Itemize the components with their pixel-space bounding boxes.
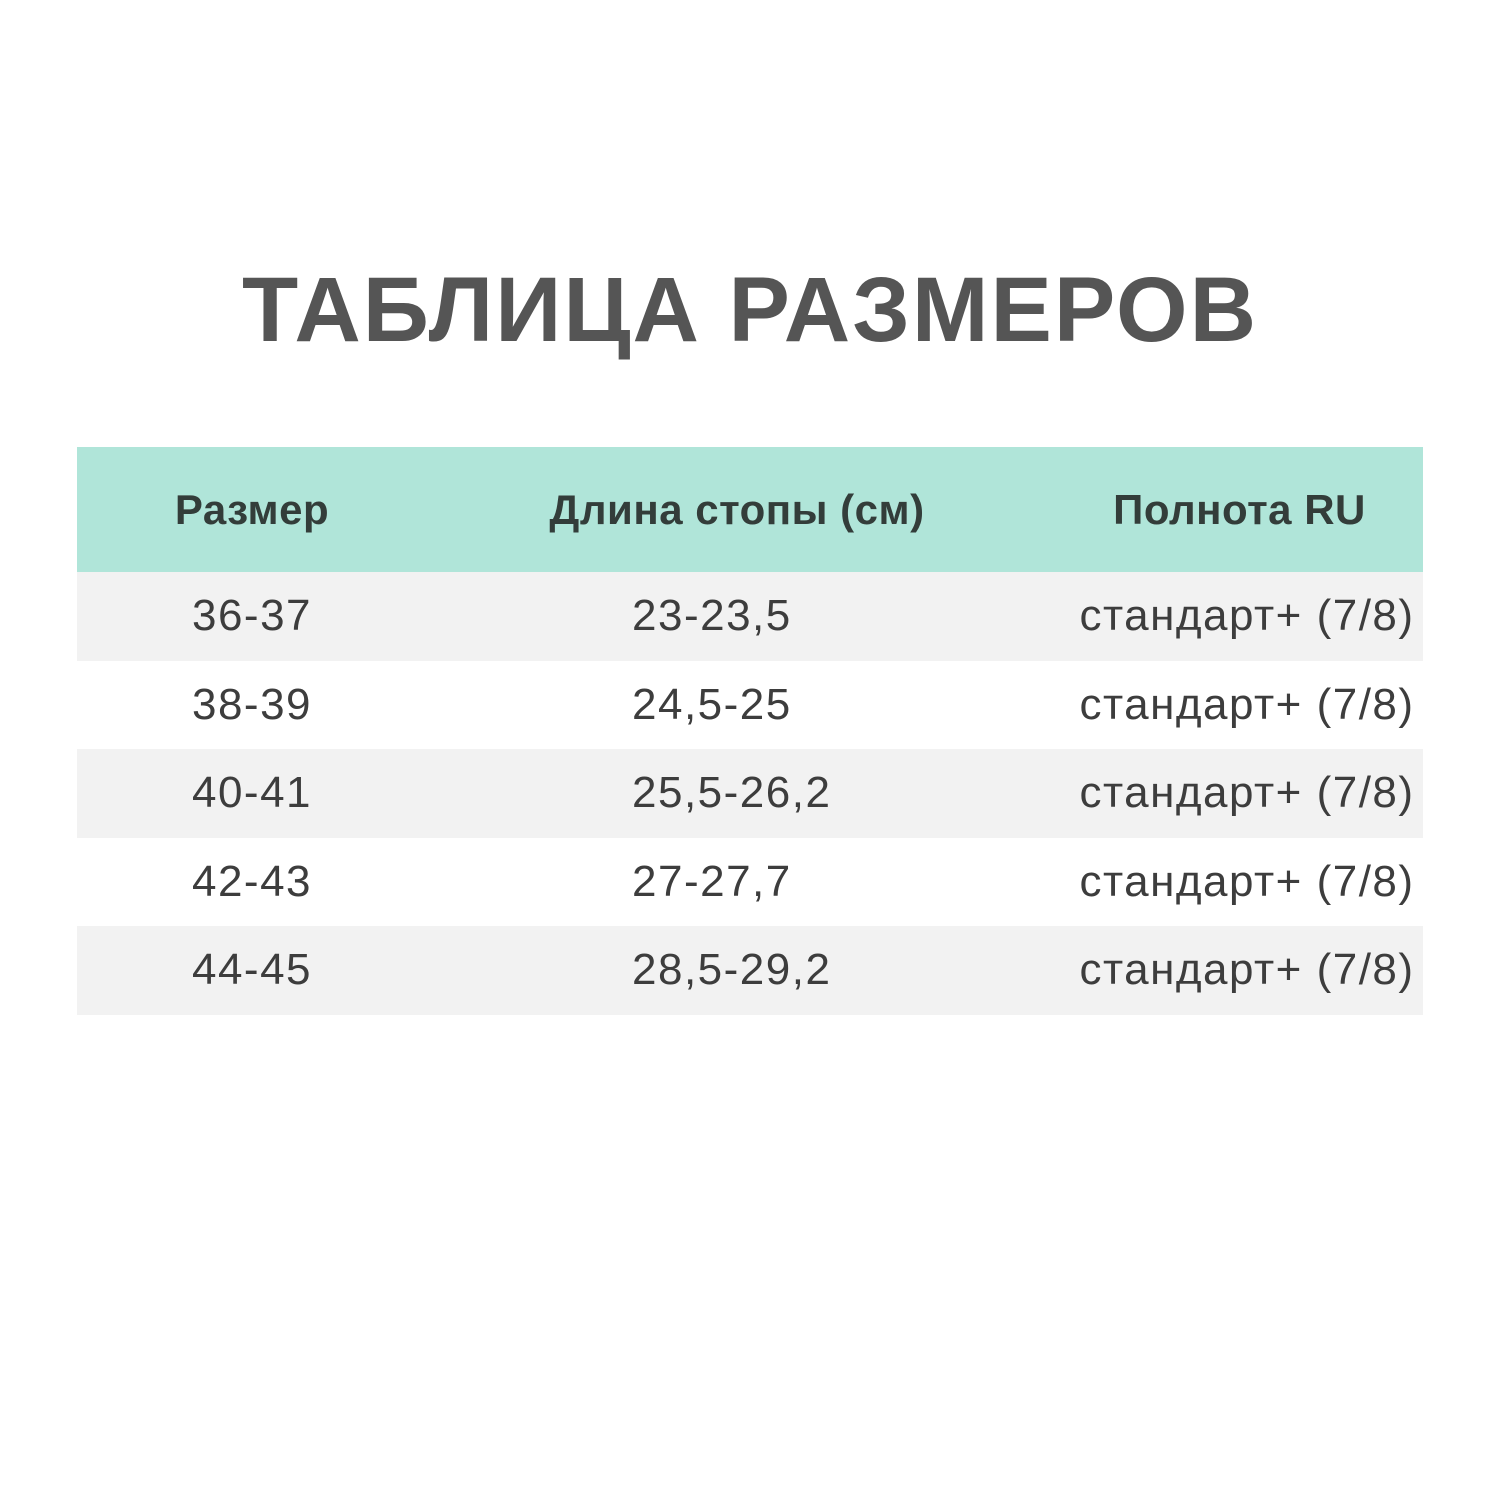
cell-size: 36-37 (191, 591, 313, 641)
header-size: Размер (174, 485, 330, 533)
cell-size: 38-39 (191, 679, 313, 729)
cell-size: 44-45 (191, 945, 313, 995)
table-row: 42-43 27-27,7 стандарт+ (7/8) (77, 838, 1423, 927)
cell-foot-length: 25,5-26,2 (632, 768, 832, 818)
size-table: Размер Длина стопы (см) Полнота RU 36-37… (77, 447, 1423, 1015)
cell-width: стандарт+ (7/8) (1079, 591, 1415, 641)
cell-width: стандарт+ (7/8) (1079, 856, 1415, 906)
page-title: ТАБЛИЦА РАЗМЕРОВ (241, 259, 1259, 361)
header-foot-length: Длина стопы (см) (549, 485, 925, 533)
cell-foot-length: 28,5-29,2 (632, 945, 832, 995)
cell-foot-length: 23-23,5 (632, 591, 792, 641)
table-row: 38-39 24,5-25 стандарт+ (7/8) (77, 661, 1423, 750)
cell-width: стандарт+ (7/8) (1079, 679, 1415, 729)
cell-size: 42-43 (191, 856, 313, 906)
header-width: Полнота RU (1113, 485, 1366, 533)
cell-foot-length: 27-27,7 (632, 856, 792, 906)
cell-width: стандарт+ (7/8) (1079, 945, 1415, 995)
table-row: 36-37 23-23,5 стандарт+ (7/8) (77, 572, 1423, 661)
cell-width: стандарт+ (7/8) (1079, 768, 1415, 818)
table-header: Размер Длина стопы (см) Полнота RU (77, 447, 1423, 572)
cell-size: 40-41 (191, 768, 313, 818)
table-row: 44-45 28,5-29,2 стандарт+ (7/8) (77, 926, 1423, 1015)
cell-foot-length: 24,5-25 (632, 679, 792, 729)
table-row: 40-41 25,5-26,2 стандарт+ (7/8) (77, 749, 1423, 838)
